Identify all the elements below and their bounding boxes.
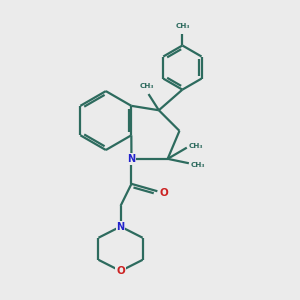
Text: O: O bbox=[160, 188, 168, 198]
Text: CH₃: CH₃ bbox=[190, 162, 205, 168]
Text: CH₃: CH₃ bbox=[175, 23, 190, 29]
Text: CH₃: CH₃ bbox=[188, 143, 203, 149]
Text: CH₃: CH₃ bbox=[140, 83, 154, 89]
Text: N: N bbox=[128, 154, 136, 164]
Text: N: N bbox=[116, 222, 124, 232]
Text: O: O bbox=[116, 266, 125, 276]
